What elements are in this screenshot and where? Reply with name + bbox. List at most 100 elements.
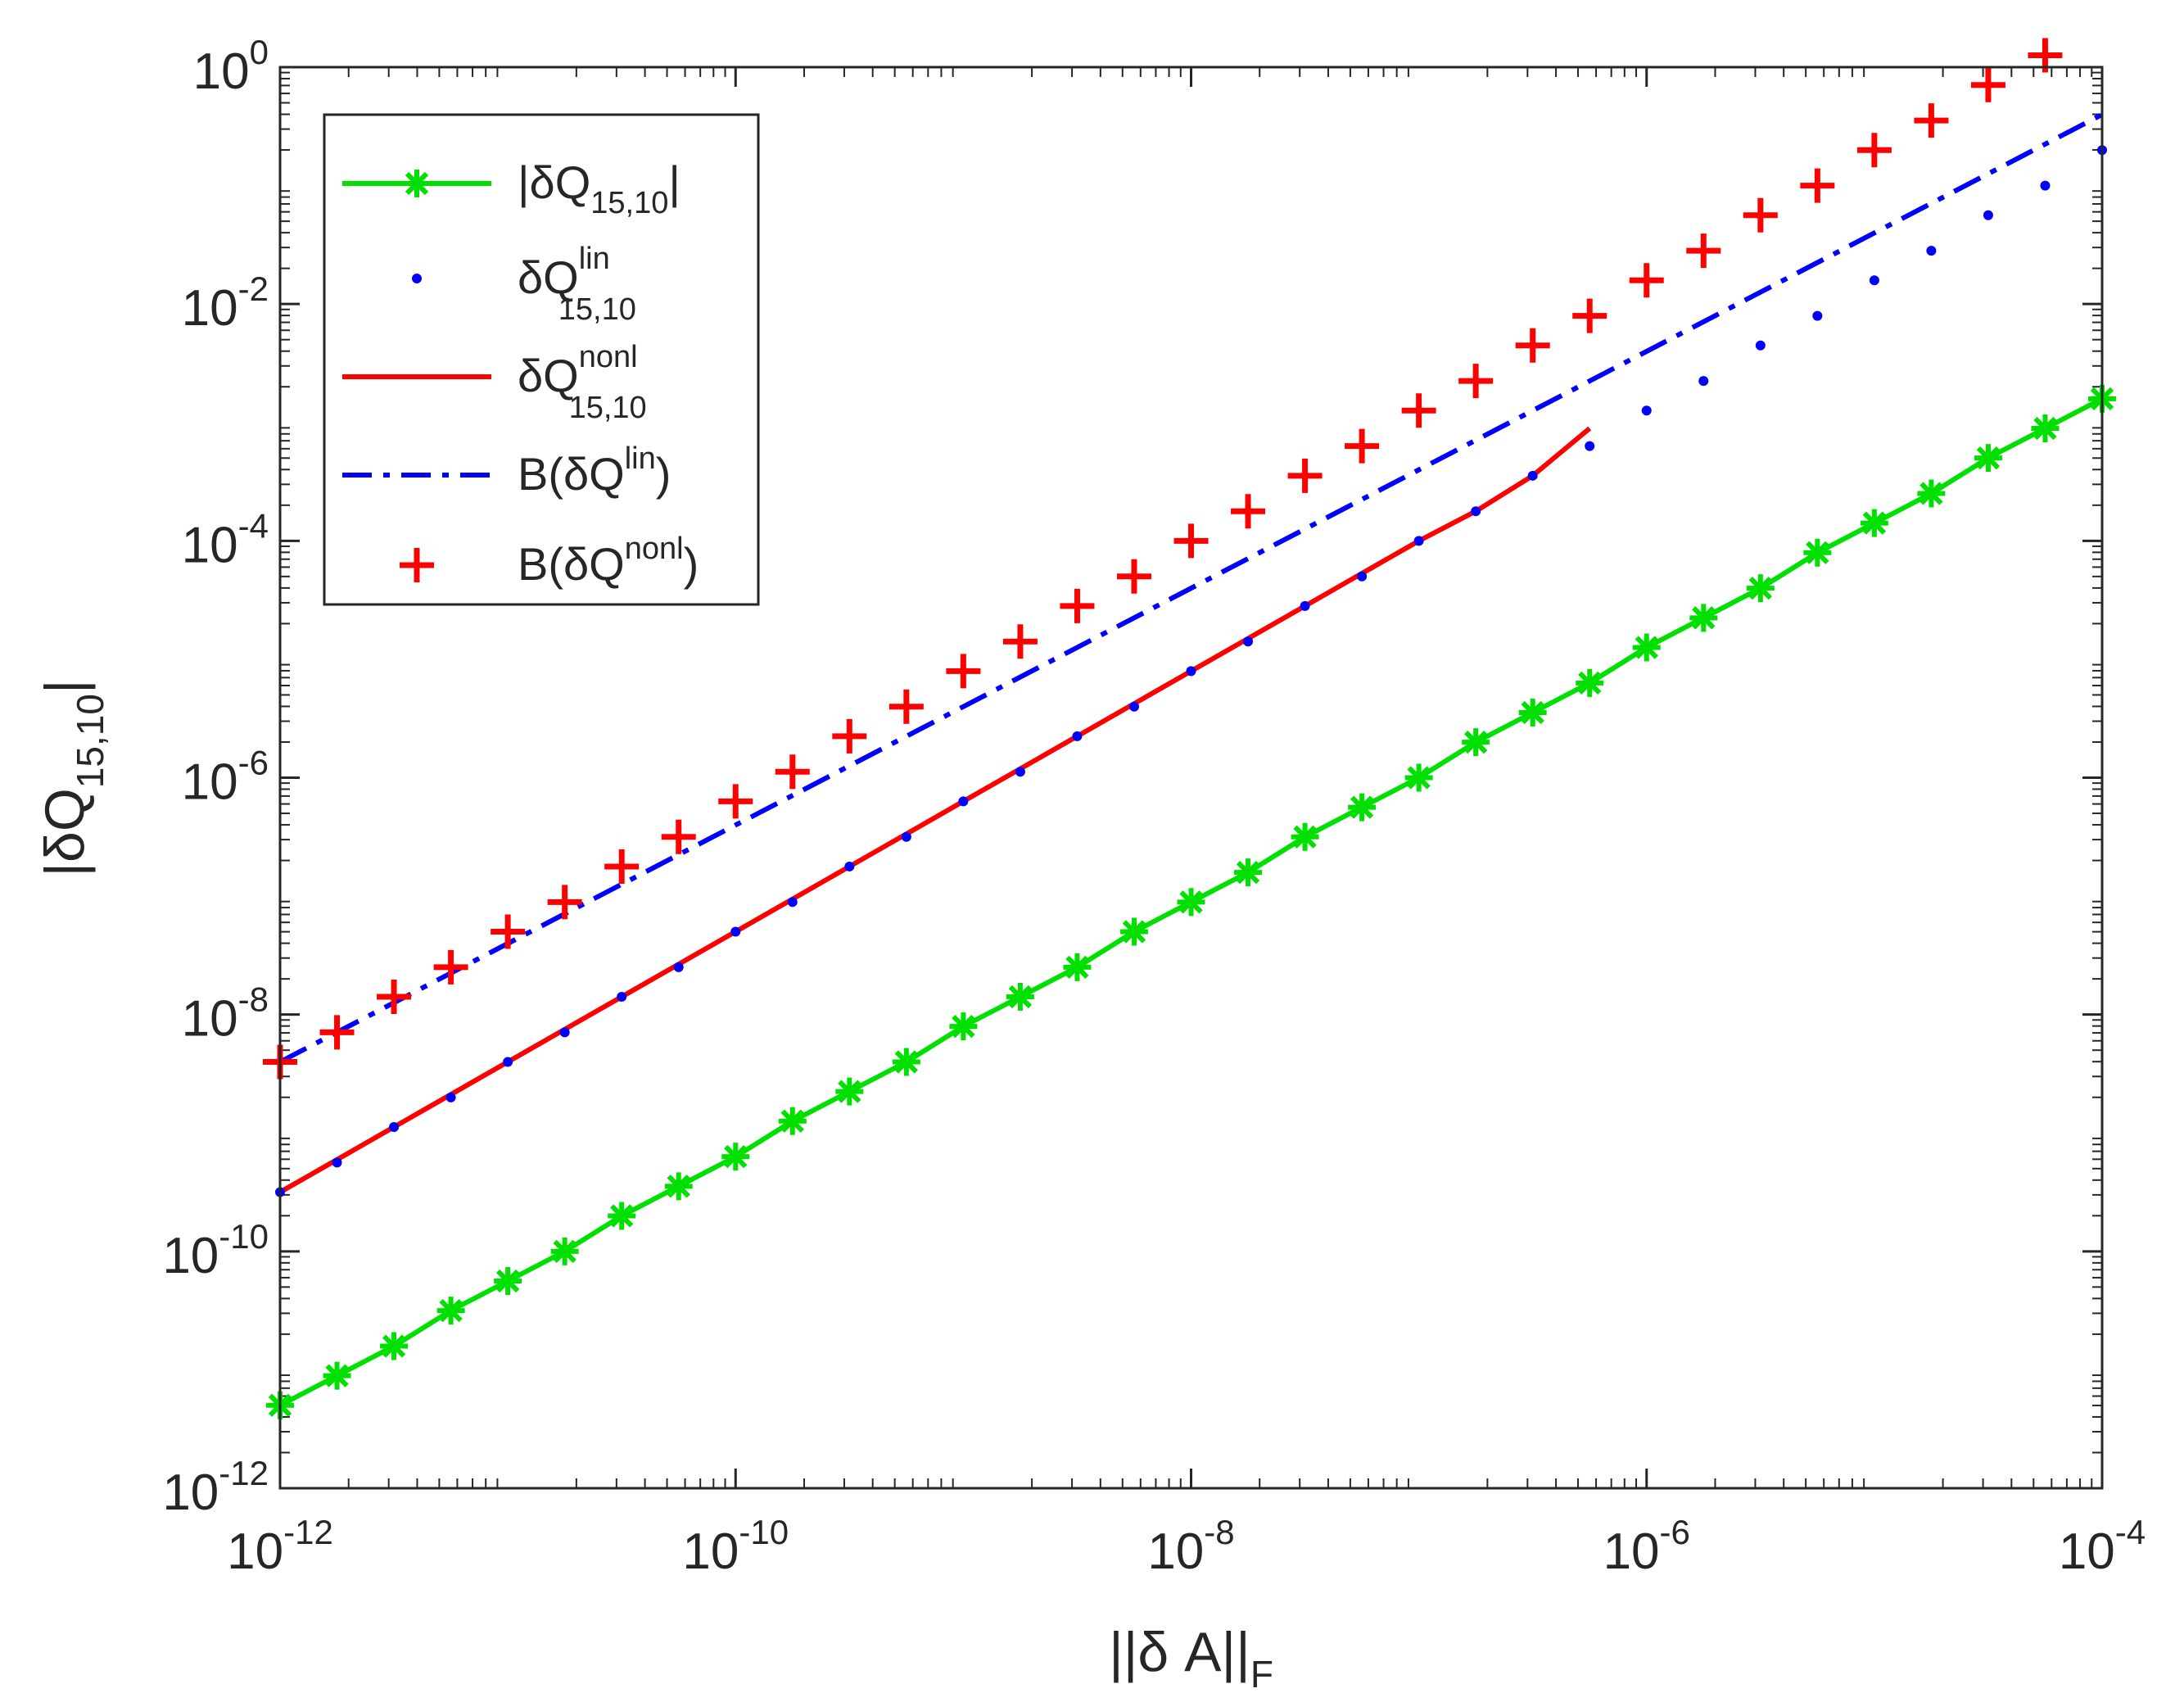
legend-entry-4: B(δQnonl) (400, 532, 699, 590)
legend-label-pre: B(δQ (518, 538, 625, 590)
legend-label: δQlin 15,10 (518, 242, 636, 327)
legend-label-pre: δQ (518, 251, 579, 303)
y-tick-exponent: -12 (219, 1454, 269, 1492)
asterisk-marker (724, 1145, 748, 1169)
y-tick-label: 10-10 (162, 1217, 269, 1284)
dot-marker (1357, 571, 1368, 582)
asterisk-marker (1976, 446, 2001, 470)
dot-marker (389, 1122, 400, 1133)
series-line (278, 112, 2104, 1065)
asterisk-marker (1635, 636, 1658, 659)
y-axis-label-close: | (34, 679, 96, 694)
legend-label-pre: B(δQ (518, 448, 625, 500)
asterisk-marker (1806, 541, 1829, 564)
dot-marker (844, 861, 855, 871)
legend-label: δQnonl 15,10 (518, 340, 647, 425)
legend-label-sup: lin (579, 242, 610, 276)
asterisk-marker (1008, 985, 1033, 1009)
asterisk-marker (1692, 606, 1716, 630)
dot-marker (1812, 310, 1823, 321)
dot-marker (1471, 506, 1481, 517)
dot-marker (787, 897, 798, 908)
dot-marker (673, 962, 684, 972)
dot-marker (1641, 405, 1652, 416)
x-tick-exponent: -12 (283, 1513, 333, 1551)
dot-marker (503, 1057, 513, 1067)
series-3 (278, 112, 2104, 1065)
dot-marker (1869, 275, 1879, 286)
legend-dot (412, 274, 422, 283)
x-tick-exponent: -6 (1660, 1513, 1690, 1551)
legend-label: B(δQnonl) (518, 532, 699, 590)
y-tick-exponent: -4 (238, 506, 269, 545)
dot-marker (445, 1092, 456, 1102)
dot-marker (1300, 600, 1310, 611)
dot-marker (617, 991, 627, 1002)
x-tick-base: 10 (2059, 1523, 2115, 1580)
asterisk-marker (1407, 766, 1431, 790)
dot-marker (901, 831, 911, 842)
legend-entry-2: δQnonl 15,10 (342, 340, 647, 425)
asterisk-marker (553, 1239, 577, 1263)
y-axis-label-main: |δQ (34, 788, 96, 876)
dot-marker (1186, 666, 1196, 677)
legend-entry-1: δQlin 15,10 (412, 242, 636, 327)
asterisk-marker (838, 1080, 861, 1103)
y-tick-exponent: -10 (219, 1217, 269, 1256)
x-tick-base: 10 (682, 1523, 739, 1580)
x-tick-base: 10 (227, 1523, 283, 1580)
asterisk-marker (1122, 920, 1146, 944)
y-tick-base: 10 (182, 754, 238, 811)
x-tick-base: 10 (1147, 1523, 1204, 1580)
axes-layer: 10-12 10-10 10-8 10-6 10-410-1210-1010-810-6… (34, 33, 2146, 1695)
y-tick-exponent: -8 (238, 980, 269, 1019)
legend-entry-3: B(δQlin) (342, 441, 671, 500)
asterisk-marker (610, 1204, 634, 1228)
series-1 (275, 145, 2107, 1197)
legend-label-pre: |δQ (518, 156, 590, 208)
legend-label-sub: 15,10 (569, 391, 647, 425)
y-axis-label: |δQ15,10| (34, 679, 111, 876)
asterisk-marker (1748, 577, 1772, 600)
x-tick-base: 10 (1603, 1523, 1660, 1580)
legend-label-sup: lin (625, 441, 656, 476)
dot-marker (1128, 701, 1139, 712)
dot-marker (1698, 376, 1709, 387)
x-tick-label: 10-4 (2059, 1513, 2146, 1580)
x-axis-label-sub: F (1250, 1653, 1273, 1695)
x-axis-label: ||δ A||F (1109, 1621, 1273, 1695)
y-tick-label: 10-12 (162, 1454, 269, 1521)
x-tick-label: 10-6 (1603, 1513, 1690, 1580)
dot-marker (1015, 767, 1025, 777)
asterisk-marker (382, 1334, 406, 1358)
x-axis-label-main: ||δ A|| (1109, 1621, 1250, 1683)
x-tick-label: 10-10 (682, 1513, 789, 1580)
y-tick-base: 10 (162, 1228, 219, 1284)
y-tick-label: 10-4 (182, 506, 269, 573)
y-tick-label: 100 (193, 33, 269, 100)
legend-label-post: ) (684, 538, 699, 590)
asterisk-marker (1236, 861, 1260, 885)
dot-marker (1983, 210, 1993, 220)
y-tick-label: 10-8 (182, 980, 269, 1048)
y-tick-base: 10 (182, 280, 238, 337)
x-tick-label: 10-8 (1147, 1513, 1234, 1580)
dot-marker (1243, 636, 1254, 647)
y-tick-base: 10 (162, 1464, 219, 1521)
dot-marker (1926, 246, 1937, 256)
legend-label-sup: nonl (579, 340, 638, 374)
legend-box (323, 113, 760, 606)
series-layer (263, 38, 2116, 1419)
x-tick-exponent: -4 (2115, 1513, 2146, 1551)
asterisk-marker (667, 1175, 690, 1198)
asterisk-marker (1919, 482, 1943, 505)
legend-label-sub: 15,10 (590, 186, 668, 220)
x-tick-exponent: -8 (1204, 1513, 1234, 1551)
dot-marker (1527, 470, 1538, 481)
dot-marker (332, 1157, 342, 1168)
asterisk-marker (1293, 825, 1317, 849)
asterisk-marker (1578, 671, 1602, 695)
y-tick-exponent: -2 (238, 269, 269, 308)
